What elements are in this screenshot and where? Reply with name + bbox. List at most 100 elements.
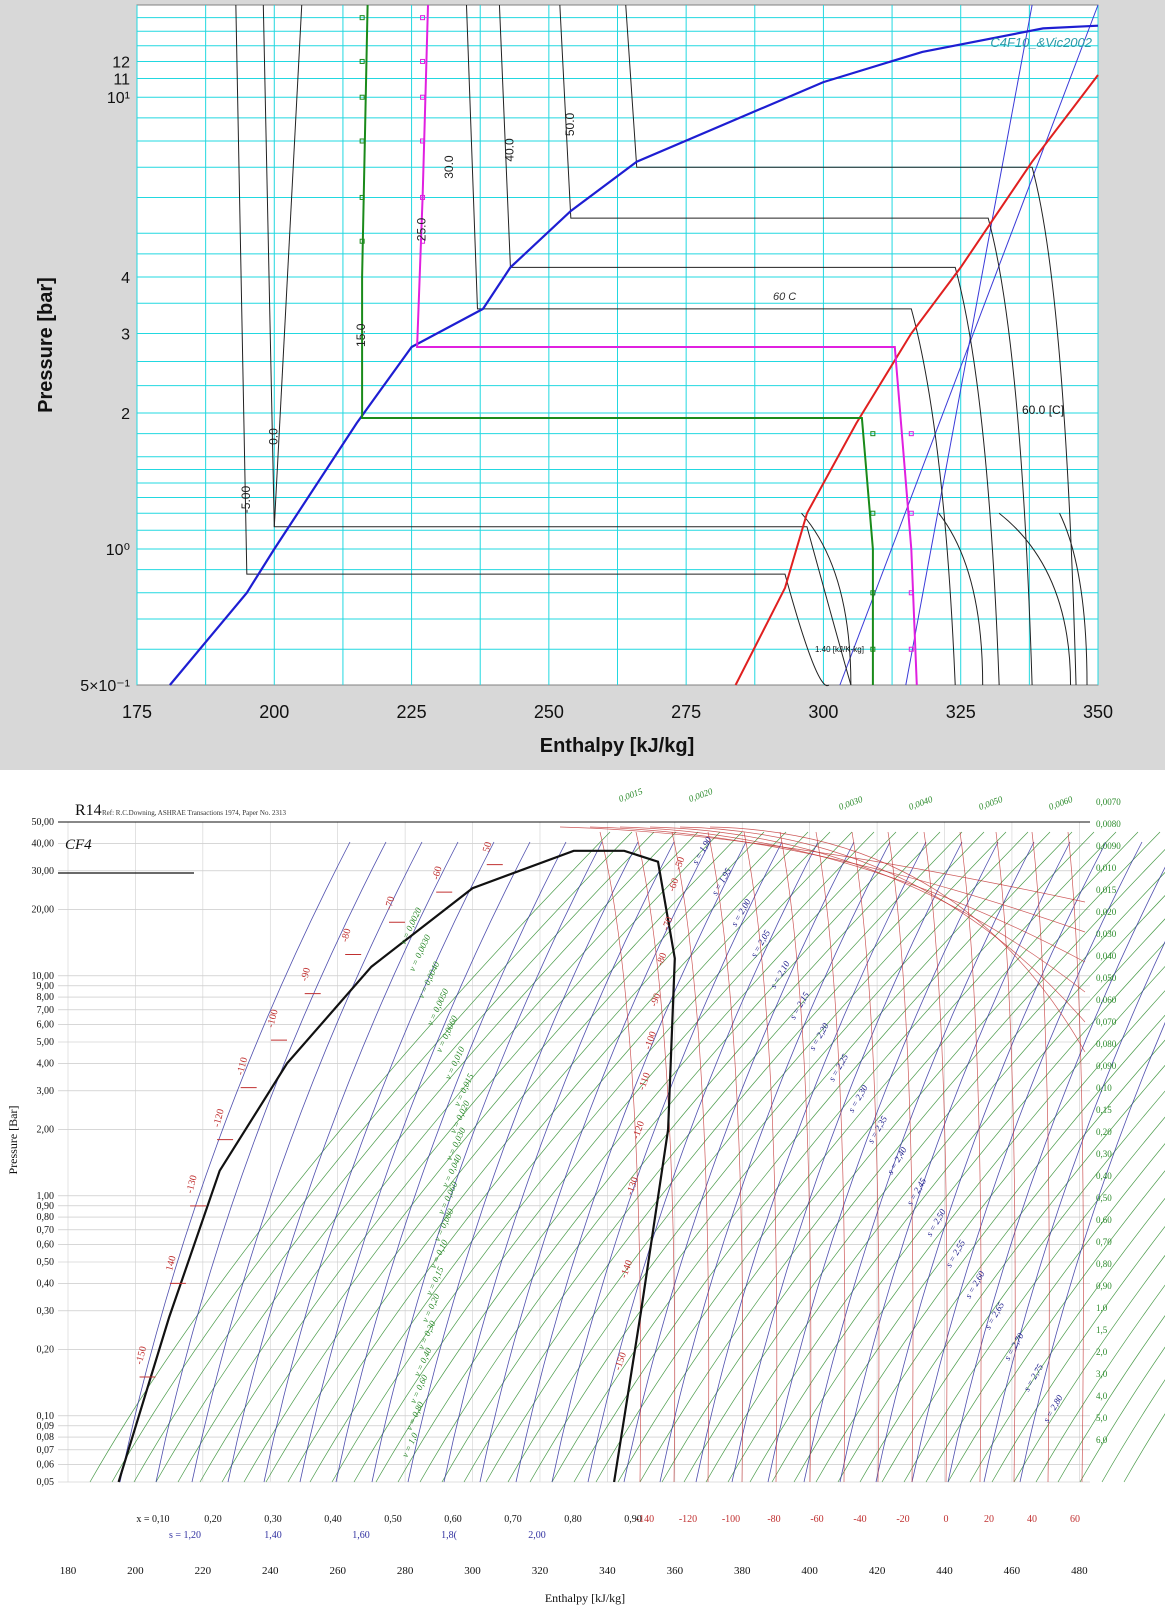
y-tick-label: 10¹	[107, 90, 130, 107]
isotherm-value-label: 140	[164, 1255, 179, 1272]
vapor-entropy-label: s = 1,95	[710, 866, 734, 897]
isotherm-line	[599, 831, 642, 1483]
y-tick-label: 30,00	[32, 866, 55, 877]
y-tick-label: 7,00	[37, 1005, 55, 1016]
x-tick-label: 175	[122, 702, 152, 722]
right-volume-label: 0,70	[1096, 1237, 1112, 1247]
quality-label: 0,30	[264, 1514, 282, 1525]
bottom-temperature-label: 40	[1027, 1514, 1037, 1525]
y-tick-label: 0,70	[37, 1225, 55, 1236]
isotherm-value-label: 15.0	[354, 323, 368, 347]
isentrope-line	[767, 841, 999, 1483]
top-volume-label: 0,0050	[977, 794, 1004, 812]
isochore-line	[815, 1014, 1165, 1483]
isotherm-value-label: -150	[134, 1345, 149, 1366]
isentrope-line	[155, 841, 387, 1483]
y-tick-label: 40,00	[32, 838, 55, 849]
isentrope-line	[587, 841, 819, 1483]
x-tick-label: 225	[397, 702, 427, 722]
dome-volume-label: v = 0,10	[428, 1238, 450, 1270]
vapor-entropy-label: s = 1,90	[690, 835, 714, 866]
r14-chart-title: R14	[75, 802, 102, 819]
x-tick-label: 480	[1071, 1565, 1088, 1577]
x-tick-label: 300	[808, 702, 838, 722]
isotherm-line	[649, 826, 1086, 993]
isotherm-line	[1067, 831, 1084, 1483]
y-tick-label: 10⁰	[106, 542, 130, 559]
isotherm-line	[559, 4, 1033, 686]
x-tick-label: 200	[259, 702, 289, 722]
bottom-temperature-label: -40	[853, 1514, 866, 1525]
isotherm-value-label: -70	[383, 895, 397, 911]
right-volume-label: 2,0	[1096, 1347, 1108, 1357]
isochore-line	[177, 831, 699, 1483]
isochore-line	[925, 1143, 1165, 1483]
isentrope-line	[695, 841, 927, 1483]
x-tick-label: 420	[869, 1565, 886, 1577]
quality-label: 0,20	[204, 1514, 222, 1525]
vapor-entropy-label: s = 2,65	[983, 1300, 1007, 1331]
right-volume-label: 0,30	[1096, 1149, 1112, 1159]
vapor-entropy-label: s = 2,25	[827, 1052, 851, 1083]
isentrope-line	[227, 841, 459, 1483]
y-tick-label: 0,80	[37, 1212, 55, 1223]
cycle-marker	[359, 138, 365, 144]
y-tick-label: 3,00	[37, 1086, 55, 1097]
saturated-vapor-curve	[734, 74, 1099, 686]
isochore-line	[771, 966, 1165, 1483]
liquid-entropy-label: 2,00	[528, 1530, 546, 1541]
isochore-line	[529, 831, 1051, 1483]
isochore-line	[969, 1197, 1165, 1483]
isotherm-line	[998, 512, 1072, 686]
isochore-line	[595, 831, 1117, 1483]
isotherm-line	[1031, 831, 1050, 1483]
isentrope-line	[839, 841, 1071, 1483]
y-tick-label: 0,08	[37, 1432, 55, 1443]
isochore-line	[1079, 1346, 1165, 1483]
y-tick-label: 8,00	[37, 992, 55, 1003]
y-tick-label: 0,90	[37, 1201, 55, 1212]
right-volume-label: 0,50	[1096, 1193, 1112, 1203]
isotherm-value-label: -70	[660, 916, 675, 932]
isentrope-line	[191, 841, 423, 1483]
x-tick-label: 360	[667, 1565, 684, 1577]
y-tick-label: 2,00	[37, 1125, 55, 1136]
cycle-marker	[420, 194, 426, 200]
right-volume-label: 0,020	[1096, 907, 1117, 917]
isotherm-line	[709, 826, 1086, 1053]
isotherm-value-label: -90	[299, 967, 313, 983]
cycle-marker	[420, 58, 426, 64]
y-tick-label: 6,00	[37, 1020, 55, 1031]
top-volume-label: 0,0060	[1047, 794, 1074, 812]
isochore-line	[287, 831, 809, 1483]
isochore-line	[507, 831, 1029, 1483]
isentrope-line	[983, 941, 1165, 1483]
isochore-line	[309, 831, 831, 1483]
c4f10-isotherm-label-60c-right: 60.0 [C]	[1022, 403, 1064, 417]
isochore-line	[837, 1039, 1165, 1483]
x-tick-label: 380	[734, 1565, 751, 1577]
bottom-temperature-label: -60	[810, 1514, 823, 1525]
isotherm-line	[235, 4, 830, 687]
isochore-line	[705, 895, 1165, 1483]
right-volume-label: 0,15	[1096, 1105, 1112, 1115]
pressure-enthalpy-chart-c4f10: 175 200 225 250 275 300 325 350 5×10⁻¹ 10⁰ 2 3 4 10¹ 1…	[0, 0, 1165, 770]
y-tick-label: 12	[112, 54, 130, 71]
isotherm-value-label: -110	[636, 1071, 652, 1092]
vapor-entropy-label: s = 2,00	[729, 897, 753, 928]
x-tick-label: 440	[936, 1565, 953, 1577]
isochore-line	[463, 831, 985, 1483]
isentrope-line	[299, 841, 531, 1483]
entropy-line	[905, 4, 1033, 686]
cycle-marker	[908, 590, 914, 596]
liquid-entropy-label: 1,8(	[441, 1530, 458, 1541]
right-volume-label: 0,080	[1096, 1039, 1117, 1049]
cycle-marker	[908, 510, 914, 516]
isotherm-line	[465, 4, 956, 686]
isotherm-value-label: -90	[648, 992, 663, 1008]
isochore-line	[1013, 1254, 1165, 1483]
vapor-entropy-label: s = 2,30	[846, 1083, 870, 1114]
isentrope-line	[731, 841, 963, 1483]
bottom-temperature-label: -120	[679, 1514, 697, 1525]
cycle-marker	[359, 15, 365, 21]
